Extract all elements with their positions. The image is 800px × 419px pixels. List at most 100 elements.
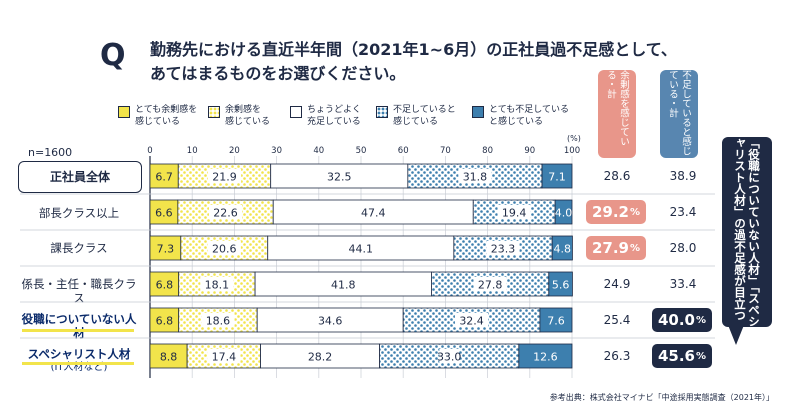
- percent-sign: %: [629, 206, 641, 218]
- x-tick-label: 40: [313, 146, 324, 156]
- question-title-line2: あてはまるものをお選びください。: [150, 64, 406, 83]
- legend-item-sufficient: ちょうどよく 充足している: [290, 104, 361, 130]
- legend-swatch-dotted-yellow: [208, 106, 220, 118]
- data-label-bg: [486, 241, 520, 255]
- data-label-bg: [497, 205, 531, 219]
- callout-note: 「役職についていない人材」「スペシャリスト人材」の過不足感が目立つ: [722, 137, 772, 327]
- row-label-non-managerial: 役職についていない人材: [18, 312, 140, 340]
- data-label-bg: [201, 313, 235, 327]
- x-tick-label: 100: [564, 146, 580, 156]
- row-label-supervisor: 係長・主任・職長クラス: [21, 277, 137, 305]
- surplus-total-value: 24.9: [603, 277, 631, 291]
- legend-item-very-surplus: とても余剰感を 感じている: [118, 104, 197, 130]
- data-label-bg: [544, 168, 570, 184]
- total-value: 27.9: [591, 239, 629, 257]
- data-label-bg: [313, 313, 347, 327]
- x-tick-label: 30: [271, 146, 282, 156]
- data-label-bg: [356, 205, 390, 219]
- row-label-section-chief: 課長クラス: [50, 241, 108, 255]
- data-label-bg: [152, 204, 176, 220]
- row-label-text: 役職についていない人材: [21, 312, 137, 340]
- x-tick-label: 10: [187, 146, 198, 156]
- data-label: 7.3: [157, 243, 175, 256]
- data-label: 19.4: [502, 207, 527, 220]
- data-label-bg: [207, 169, 242, 183]
- question-title-line1: 勤務先における直近半年間（2021年1~6月）の正社員過不足感として、: [150, 40, 677, 59]
- data-label: 44.1: [349, 243, 374, 256]
- data-label-bg: [556, 204, 571, 220]
- data-label-bg: [458, 169, 492, 183]
- data-label: 33.0: [437, 351, 462, 364]
- data-label: 18.6: [206, 315, 231, 328]
- percent-sign: %: [695, 350, 707, 362]
- shortage-total-value: 33.4: [669, 277, 697, 291]
- x-tick-label: 60: [398, 146, 409, 156]
- shortage-total-value: 28.0: [669, 241, 697, 255]
- legend-label: 不足していると 感じている: [393, 105, 456, 127]
- surplus-total-header: 余剰感を感じている・計: [598, 70, 636, 158]
- total-value: 40.0: [657, 311, 695, 329]
- x-tick-label: 70: [440, 146, 451, 156]
- row-label-specialist: スペシャリスト人材 (IT人材など): [18, 347, 140, 375]
- data-label: 21.9: [212, 171, 237, 184]
- shortage-total-value: 38.9: [669, 169, 697, 183]
- legend-label: とても余剰感を 感じている: [135, 105, 198, 127]
- percent-unit-label: (%): [567, 134, 581, 143]
- legend-item-very-shortage: とても不足している と感じている: [472, 104, 569, 130]
- legend-item-shortage: 不足していると 感じている: [376, 104, 456, 130]
- data-label-bg: [200, 277, 234, 291]
- data-label: 18.1: [205, 279, 230, 292]
- row-label-text: スペシャリスト人材: [27, 347, 131, 361]
- row-label-department-head: 部長クラス以上: [38, 206, 120, 220]
- data-label: 6.8: [156, 315, 174, 328]
- shortage-total-header: 不足していると感じている・計: [660, 70, 698, 158]
- percent-sign: %: [695, 314, 707, 326]
- legend-label: とても不足している と感じている: [489, 105, 570, 127]
- data-label: 7.1: [548, 171, 566, 184]
- data-label-bg: [303, 349, 337, 363]
- data-label: 8.8: [160, 351, 178, 364]
- data-label: 22.6: [213, 207, 238, 220]
- legend-item-surplus: 余剰感を 感じている: [208, 104, 270, 130]
- data-label: 28.2: [308, 351, 333, 364]
- x-tick-label: 90: [524, 146, 535, 156]
- callout-tail: [728, 325, 744, 345]
- data-label-bg: [344, 241, 378, 255]
- shortage-total-value: 23.4: [669, 205, 697, 219]
- data-label: 7.6: [547, 315, 565, 328]
- data-label: 6.8: [156, 279, 174, 292]
- surplus-total-highlight: 27.9%: [586, 236, 646, 260]
- row-label-all-employees: 正社員全体: [18, 161, 142, 193]
- data-label-bg: [439, 349, 459, 363]
- data-label-bg: [541, 312, 570, 328]
- x-tick-label: 50: [356, 146, 367, 156]
- x-tick-label: 80: [482, 146, 493, 156]
- data-label: 4.8: [554, 243, 572, 256]
- source-credit: 参考出典：株式会社マイナビ「中途採用実態調査（2021年）」: [549, 393, 774, 402]
- data-label-bg: [473, 277, 507, 291]
- total-value: 29.2: [591, 203, 629, 221]
- x-tick-label: 0: [147, 146, 152, 156]
- shortage-total-highlight: 45.6%: [652, 344, 712, 368]
- data-label: 32.5: [327, 171, 352, 184]
- surplus-total-value: 26.3: [603, 349, 631, 363]
- question-mark-label: Q: [100, 38, 126, 73]
- legend-label: 余剰感を 感じている: [225, 105, 271, 127]
- legend-swatch-dotted-blue: [376, 106, 388, 118]
- data-label: 23.3: [491, 243, 516, 256]
- data-label: 17.4: [212, 351, 237, 364]
- data-label: 5.6: [552, 279, 570, 292]
- data-label-bg: [152, 276, 177, 292]
- data-label-bg: [554, 240, 571, 256]
- data-label-bg: [152, 312, 177, 328]
- sample-size-label: n=1600: [28, 146, 73, 159]
- percent-sign: %: [629, 242, 641, 254]
- data-label-bg: [454, 313, 489, 327]
- legend-swatch-solid-blue: [472, 106, 484, 118]
- data-label-bg: [326, 277, 360, 291]
- highlight-underline: [22, 329, 134, 332]
- data-label-bg: [520, 348, 570, 364]
- data-label: 4.0: [555, 207, 573, 220]
- highlight-underline: [22, 362, 134, 365]
